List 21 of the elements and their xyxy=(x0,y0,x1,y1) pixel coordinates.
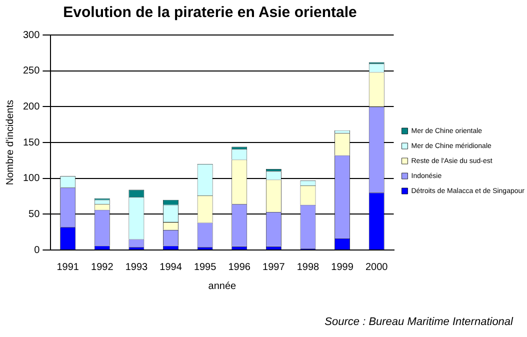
x-tick-label: 1998 xyxy=(296,262,320,273)
x-tick-label: 1999 xyxy=(331,262,354,273)
y-tick-label: 50 xyxy=(28,208,40,220)
y-tick-label: 150 xyxy=(22,137,40,148)
source-note: Source : Bureau Maritime International xyxy=(324,316,513,328)
y-tick-label: 250 xyxy=(22,66,40,77)
x-tick-label: 1996 xyxy=(228,262,251,273)
y-tick-label: 200 xyxy=(22,101,40,112)
chart-title: Evolution de la piraterie en Asie orientale xyxy=(62,4,358,21)
x-tick-label: 2000 xyxy=(365,262,388,273)
x-tick-label: 1993 xyxy=(125,262,148,273)
x-axis-title: année xyxy=(208,280,237,292)
y-tick-label: 300 xyxy=(22,30,40,41)
x-tick-label: 1994 xyxy=(160,262,182,273)
x-tick-label: 1992 xyxy=(91,262,114,273)
y-axis-title: Nombre d'incidents xyxy=(4,100,16,186)
y-tick-label: 100 xyxy=(22,173,40,184)
x-tick-label: 1991 xyxy=(56,262,80,273)
y-tick-label: 0 xyxy=(34,244,40,256)
x-tick-label: 1995 xyxy=(194,262,217,273)
x-tick-label: 1997 xyxy=(262,262,286,273)
